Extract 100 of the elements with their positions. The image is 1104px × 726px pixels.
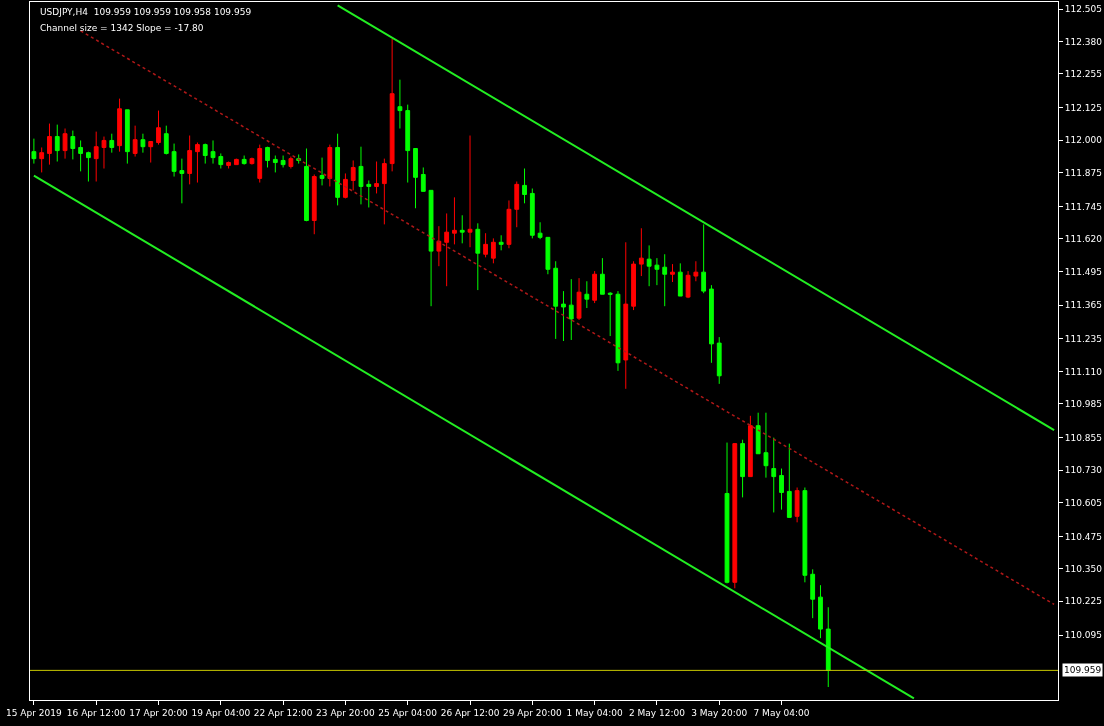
candlestick <box>553 260 559 340</box>
candlestick <box>93 131 99 182</box>
candlestick <box>638 227 644 277</box>
x-tick-label: 25 Apr 04:00 <box>378 707 438 718</box>
candlestick <box>47 123 52 166</box>
candlestick <box>498 234 504 251</box>
candlestick <box>529 188 535 239</box>
candlestick <box>685 270 691 299</box>
candlestick <box>101 136 107 170</box>
x-tick-label: 15 Apr 2019 <box>6 707 62 718</box>
candlestick <box>202 143 208 165</box>
y-tick-label: 110.605 <box>1064 497 1103 508</box>
candlestick <box>740 439 745 498</box>
y-tick-label: 111.495 <box>1064 266 1103 277</box>
candlestick <box>561 290 566 342</box>
x-tick-label: 23 Apr 20:00 <box>316 707 376 718</box>
candlestick <box>607 291 613 337</box>
candlestick <box>763 412 769 479</box>
y-tick-label: 110.730 <box>1064 465 1103 476</box>
candlestick <box>413 148 418 209</box>
candlestick <box>506 199 512 249</box>
candlestick <box>568 278 574 341</box>
candlestick <box>452 196 457 245</box>
candlestick <box>350 159 356 191</box>
candlestick <box>467 135 473 248</box>
y-tick-label: 110.855 <box>1064 432 1103 443</box>
candlestick <box>670 263 675 283</box>
candlestick <box>249 157 255 166</box>
candlestick <box>732 443 738 589</box>
candlestick <box>459 214 465 244</box>
candlestick <box>132 125 138 158</box>
candlestick <box>483 232 488 258</box>
candlestick <box>366 179 372 208</box>
candlestick <box>436 225 442 267</box>
candlestick <box>374 161 379 194</box>
candlestick <box>140 133 146 154</box>
candlestick <box>31 138 37 165</box>
candlestick <box>179 158 185 204</box>
y-tick-label: 111.235 <box>1064 334 1103 345</box>
candlestick <box>210 139 216 165</box>
candlestick <box>810 568 816 619</box>
candlestick <box>755 412 761 455</box>
candlestick <box>475 222 481 291</box>
x-tick-label: 17 Apr 20:00 <box>129 707 189 718</box>
candlestick <box>646 244 652 287</box>
candlestick <box>195 142 200 184</box>
candlestick <box>654 257 660 286</box>
candlestick <box>490 237 496 264</box>
candlestick <box>522 168 527 204</box>
candlestick <box>54 124 60 162</box>
x-tick-label: 1 May 04:00 <box>566 707 623 718</box>
candlestick <box>662 253 668 307</box>
candlestick <box>39 146 45 173</box>
candlestick <box>70 130 76 160</box>
candlestick <box>280 155 286 168</box>
candlestick <box>218 152 224 170</box>
x-tick-label: 7 May 04:00 <box>753 707 810 718</box>
candlestick <box>117 98 122 153</box>
candlestick <box>156 110 161 146</box>
candlestick <box>288 156 294 170</box>
candlestick <box>148 141 154 164</box>
candlestick <box>779 468 784 511</box>
candlestick <box>241 155 247 166</box>
text: Channel size = 1342 Slope = -17.80 <box>40 23 204 33</box>
x-tick-label: 22 Apr 12:00 <box>253 707 313 718</box>
y-tick-label: 110.985 <box>1064 399 1103 410</box>
candlestick <box>86 151 91 182</box>
text: USDJPY,H4 109.959 109.959 109.958 109.959 <box>40 7 252 17</box>
y-tick-label: 111.365 <box>1064 300 1103 311</box>
candlestick <box>397 79 403 130</box>
candlestick <box>802 487 808 583</box>
y-tick-label: 111.110 <box>1064 366 1103 377</box>
y-tick-label: 110.095 <box>1064 630 1103 641</box>
x-tick-label: 26 Apr 12:00 <box>440 707 500 718</box>
candlestick <box>724 442 730 584</box>
candlestick <box>187 135 193 185</box>
x-tick-label: 19 Apr 04:00 <box>191 707 251 718</box>
candlestick <box>233 158 239 166</box>
candlestick <box>171 143 177 178</box>
candlestick <box>537 221 543 240</box>
candlestick <box>794 487 800 523</box>
y-tick-label: 112.000 <box>1064 135 1103 146</box>
y-tick-label: 112.380 <box>1064 36 1103 47</box>
candlestick <box>62 128 68 160</box>
candlestick <box>257 144 263 184</box>
candlestick <box>272 155 278 173</box>
candlestick <box>304 148 309 222</box>
candlestick <box>615 290 621 372</box>
candlestick <box>584 280 590 309</box>
candlestick <box>311 173 317 235</box>
x-tick-label: 3 May 20:00 <box>691 707 748 718</box>
candlestick <box>771 437 777 513</box>
candlestick <box>78 139 84 172</box>
candlestick <box>335 133 341 206</box>
candlestick <box>631 260 636 311</box>
candlestick <box>576 277 582 321</box>
candlestick <box>786 443 792 518</box>
candlestick <box>709 284 714 364</box>
candlestick <box>124 109 130 165</box>
candlestick <box>381 158 387 225</box>
